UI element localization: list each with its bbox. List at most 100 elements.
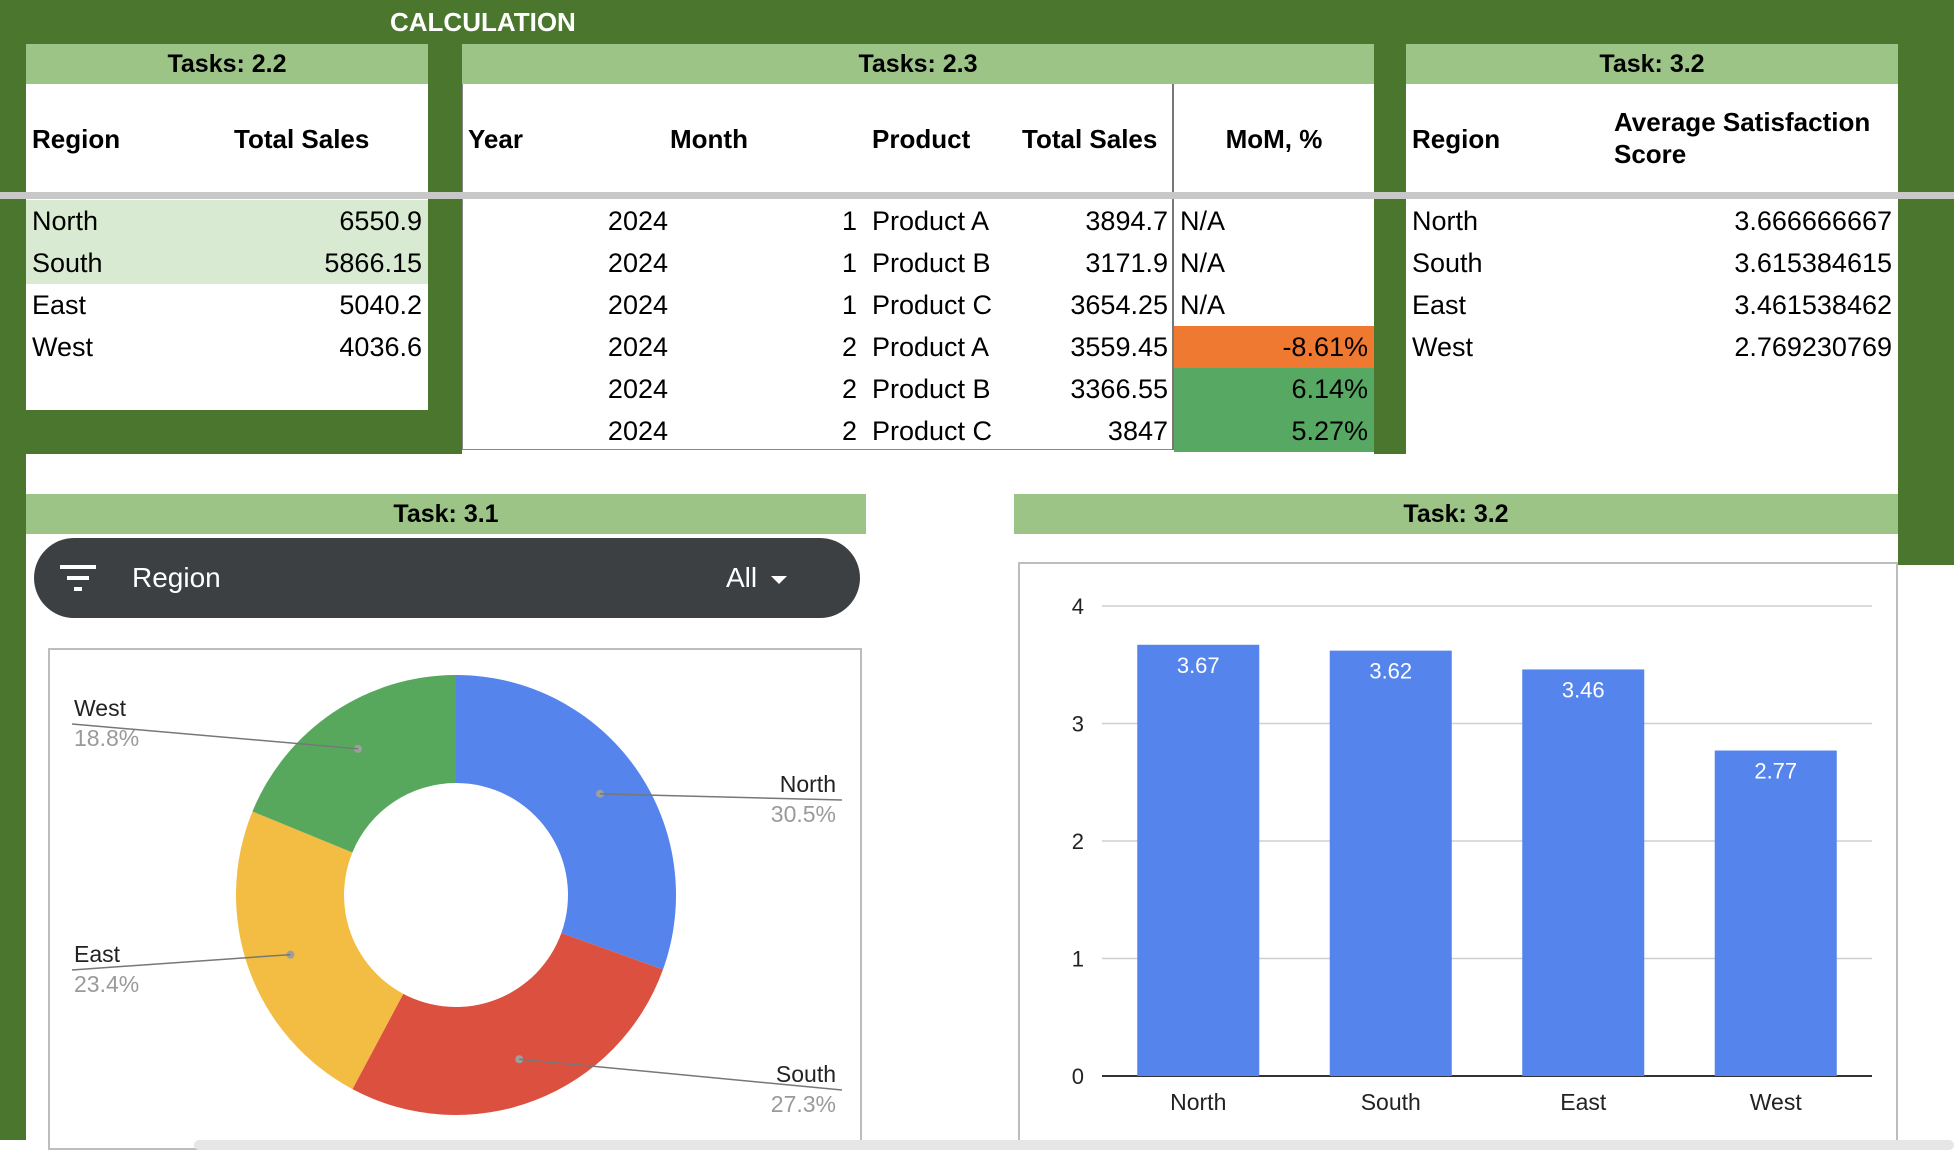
filter-label: Region bbox=[132, 562, 221, 593]
bar-east[interactable] bbox=[1522, 669, 1645, 1076]
y-tick-label: 3 bbox=[1072, 712, 1084, 737]
donut-category-label: North bbox=[780, 771, 836, 797]
x-tick-label: South bbox=[1361, 1089, 1421, 1115]
t32-col-score: Average Satisfaction Score bbox=[1614, 107, 1871, 169]
sheet-frame-band bbox=[0, 410, 462, 454]
task-3-2-table bbox=[1406, 84, 1898, 450]
table-row[interactable]: 2024 2 Product C 3847 5.27% bbox=[462, 410, 1374, 452]
table-row[interactable]: 2024 1 Product A 3894.7 N/A bbox=[462, 200, 1374, 242]
task-3-1-header: Task: 3.1 bbox=[26, 494, 866, 534]
t22-sales: 6550.9 bbox=[339, 206, 422, 236]
t23-sales: 3894.7 bbox=[1085, 206, 1168, 236]
t32-col-region: Region bbox=[1412, 124, 1501, 154]
table-row[interactable]: 2024 2 Product A 3559.45 -8.61% bbox=[462, 326, 1374, 368]
table-row[interactable]: South 5866.15 bbox=[26, 242, 428, 284]
t22-highlight bbox=[26, 200, 428, 284]
t22-col-total-sales: Total Sales bbox=[234, 124, 370, 154]
t23-year: 2024 bbox=[607, 290, 668, 320]
filter-icon bbox=[60, 565, 96, 591]
t22-region: North bbox=[32, 206, 99, 236]
donut-slice-south[interactable] bbox=[352, 932, 663, 1115]
t23-mom: N/A bbox=[1180, 248, 1226, 278]
t23-month: 1 bbox=[842, 248, 858, 278]
t23-col-product: Product bbox=[872, 124, 971, 154]
calculation-title: CALCULATION bbox=[390, 7, 576, 37]
horizontal-scrollbar[interactable] bbox=[194, 1140, 1954, 1150]
sheet-frame-gap-2 bbox=[1374, 44, 1406, 454]
table-row[interactable]: East 5040.2 bbox=[26, 284, 428, 326]
table-row[interactable]: 2024 1 Product C 3654.25 N/A bbox=[462, 284, 1374, 326]
t23-product: Product A bbox=[872, 206, 990, 236]
donut-slice-west[interactable] bbox=[252, 675, 456, 853]
region-filter-control[interactable]: Region All bbox=[34, 538, 860, 618]
t22-region: West bbox=[32, 332, 94, 362]
t32-region: South bbox=[1412, 248, 1483, 278]
t23-year: 2024 bbox=[607, 332, 668, 362]
t23-rows: 2024 1 Product A 3894.7 N/A 2024 1 Produ… bbox=[462, 200, 1374, 452]
t23-mom: -8.61% bbox=[1282, 332, 1368, 362]
table-row[interactable]: West 2.769230769 bbox=[1406, 326, 1898, 368]
t23-col-mom: MoM, % bbox=[1225, 124, 1323, 154]
sheet-frame-right-col bbox=[1898, 44, 1954, 564]
bar-data-label: 3.67 bbox=[1177, 653, 1220, 678]
dropdown-arrow-icon bbox=[770, 575, 787, 584]
t23-mom: 6.14% bbox=[1291, 374, 1368, 404]
t23-sales: 3559.45 bbox=[1070, 332, 1168, 362]
t32-score: 3.461538462 bbox=[1734, 290, 1892, 320]
t23-sales: 3654.25 bbox=[1070, 290, 1168, 320]
bar-west[interactable] bbox=[1714, 750, 1837, 1076]
t22-rows: North 6550.9 South 5866.15 East 5040.2 W… bbox=[26, 200, 428, 368]
y-tick-label: 1 bbox=[1072, 947, 1084, 972]
filter-value: All bbox=[726, 562, 758, 593]
donut-percent-label: 27.3% bbox=[771, 1091, 836, 1117]
table-row[interactable]: 2024 2 Product B 3366.55 6.14% bbox=[462, 368, 1374, 410]
leader-dot bbox=[515, 1055, 524, 1064]
donut-category-label: East bbox=[74, 941, 121, 967]
donut-percent-label: 23.4% bbox=[74, 971, 139, 997]
task-2-3-header: Tasks: 2.3 bbox=[462, 44, 1374, 84]
x-tick-label: East bbox=[1560, 1089, 1607, 1115]
x-tick-label: West bbox=[1750, 1089, 1803, 1115]
bar-data-label: 2.77 bbox=[1754, 759, 1797, 784]
donut-chart-container: North 30.5% South 27.3% East 23.4% West 18.8% bbox=[48, 648, 862, 1150]
t23-month: 2 bbox=[842, 416, 858, 446]
t23-product: Product B bbox=[872, 248, 991, 278]
t22-region: East bbox=[32, 290, 87, 320]
bar-north[interactable] bbox=[1137, 644, 1260, 1076]
filter-value-dropdown[interactable]: All bbox=[726, 560, 787, 596]
y-tick-label: 0 bbox=[1072, 1064, 1084, 1089]
t23-product: Product C bbox=[872, 290, 993, 320]
t23-sales: 3171.9 bbox=[1085, 248, 1168, 278]
t22-sales: 4036.6 bbox=[339, 332, 422, 362]
t22-sales: 5040.2 bbox=[339, 290, 422, 320]
y-tick-label: 4 bbox=[1072, 594, 1084, 619]
table-row[interactable]: South 3.615384615 bbox=[1406, 242, 1898, 284]
t22-region: South bbox=[32, 248, 103, 278]
t23-mom: N/A bbox=[1180, 290, 1226, 320]
table-row[interactable]: North 6550.9 bbox=[26, 200, 428, 242]
table-row[interactable]: West 4036.6 bbox=[26, 326, 428, 368]
t32-region: North bbox=[1412, 206, 1479, 236]
table-row[interactable]: East 3.461538462 bbox=[1406, 284, 1898, 326]
x-tick-label: North bbox=[1170, 1089, 1226, 1115]
table-row[interactable]: 2024 1 Product B 3171.9 N/A bbox=[462, 242, 1374, 284]
donut-category-label: South bbox=[776, 1061, 836, 1087]
t23-month: 1 bbox=[842, 290, 858, 320]
donut-slice-east[interactable] bbox=[236, 811, 404, 1090]
donut-percent-label: 30.5% bbox=[771, 801, 836, 827]
t23-month: 2 bbox=[842, 374, 858, 404]
t23-sales: 3847 bbox=[1107, 416, 1168, 446]
t23-month: 1 bbox=[842, 206, 858, 236]
donut-slice-north[interactable] bbox=[456, 675, 677, 970]
bar-data-label: 3.46 bbox=[1562, 677, 1605, 702]
table-row[interactable]: North 3.666666667 bbox=[1406, 200, 1898, 242]
t23-product: Product B bbox=[872, 374, 991, 404]
t23-year: 2024 bbox=[607, 206, 668, 236]
t32-score: 2.769230769 bbox=[1734, 332, 1892, 362]
mom-negative-cell bbox=[1174, 326, 1374, 368]
bar-south[interactable] bbox=[1329, 650, 1452, 1076]
t32-region: East bbox=[1412, 290, 1467, 320]
t23-year: 2024 bbox=[607, 248, 668, 278]
sheet-frame-band-2 bbox=[1374, 410, 1406, 454]
task-3-2-chart-header: Task: 3.2 bbox=[1014, 494, 1898, 534]
